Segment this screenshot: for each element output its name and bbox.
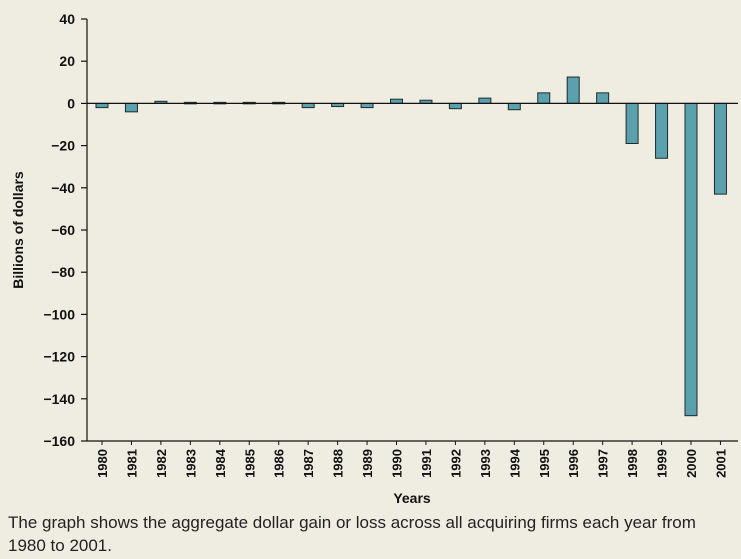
figure-caption: The graph shows the aggregate dollar gai… <box>8 513 696 555</box>
bars-group <box>95 76 727 417</box>
x-tick-label: 1987 <box>301 449 316 478</box>
y-axis-title: Billions of dollars <box>10 171 26 289</box>
x-tick-label: 1997 <box>596 449 611 478</box>
bar-1981 <box>124 102 138 113</box>
y-tick-label: 0 <box>67 95 75 111</box>
x-tick-label: 2000 <box>684 449 699 478</box>
y-tick-label: −40 <box>51 180 75 196</box>
x-tick-label: 1992 <box>448 449 463 478</box>
x-tick-label: 1983 <box>183 449 198 478</box>
y-tick-label: −20 <box>51 138 75 154</box>
x-tick-label: 1981 <box>124 449 139 478</box>
bar-1987 <box>301 102 315 109</box>
x-tick-label: 1995 <box>537 449 552 478</box>
bar-1995 <box>537 92 551 104</box>
bar-1996 <box>566 76 580 104</box>
bar-1992 <box>448 102 462 110</box>
bar-1990 <box>390 98 403 104</box>
x-tick-label: 1993 <box>478 449 493 478</box>
x-tick-label: 1988 <box>331 449 346 478</box>
x-tick-label: 1998 <box>625 449 640 478</box>
x-tick-label: 1980 <box>95 449 110 478</box>
x-axis-ticks: 1980 1981 1982 1983 1984 1985 1986 1987 1988 1989… <box>95 441 728 478</box>
y-axis-ticks: 40 20 0 −20 −40 −60 −80 −100 −120 −140 −160 <box>43 11 87 449</box>
y-tick-label: 40 <box>59 11 75 27</box>
y-tick-label: −120 <box>43 349 75 365</box>
bar-2000 <box>684 102 698 417</box>
x-tick-label: 1989 <box>360 449 375 478</box>
y-tick-label: −160 <box>43 433 75 449</box>
bar-1997 <box>596 92 610 104</box>
bar-1998 <box>625 102 639 144</box>
x-tick-label: 1994 <box>507 448 522 478</box>
axes-group <box>86 19 738 442</box>
x-tick-label: 1984 <box>213 448 228 478</box>
bar-1993 <box>478 97 492 104</box>
y-tick-label: 20 <box>59 53 75 69</box>
x-tick-label: 1982 <box>154 449 169 478</box>
x-tick-label: 1996 <box>566 449 581 478</box>
x-tick-label: 1999 <box>655 449 670 478</box>
x-tick-label: 1991 <box>419 449 434 478</box>
bar-1999 <box>655 102 669 159</box>
y-tick-label: −140 <box>43 391 75 407</box>
x-axis-title: Years <box>393 490 431 506</box>
y-tick-label: −60 <box>51 222 75 238</box>
bar-1989 <box>360 102 374 109</box>
bar-1994 <box>507 102 521 111</box>
x-tick-label: 2001 <box>713 449 728 478</box>
bar-1980 <box>95 102 109 109</box>
bar-2001 <box>713 102 727 195</box>
y-tick-label: −100 <box>43 306 75 322</box>
x-tick-label: 1985 <box>242 449 257 478</box>
x-tick-label: 1990 <box>390 449 405 478</box>
x-tick-label: 1986 <box>272 449 287 478</box>
y-tick-label: −80 <box>51 264 75 280</box>
